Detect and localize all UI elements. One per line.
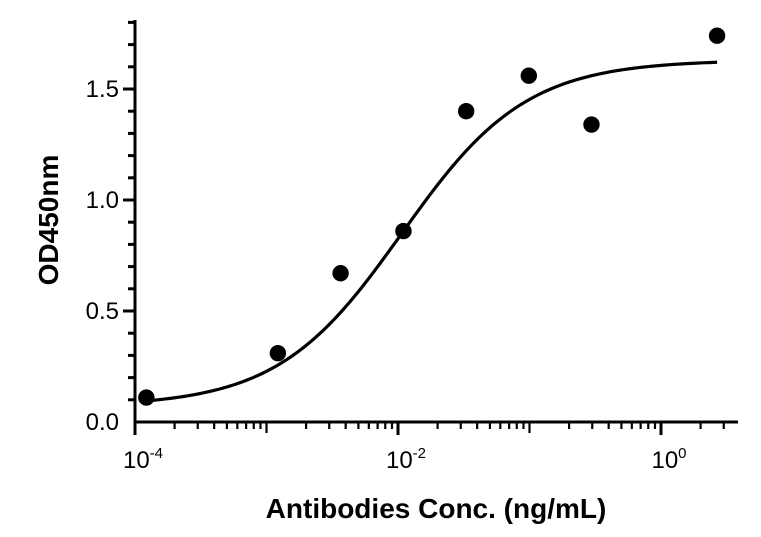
y-tick-label: 1.0	[86, 187, 119, 214]
data-points	[138, 27, 726, 406]
data-point	[708, 27, 726, 44]
data-point	[269, 344, 287, 362]
fit-curve	[146, 60, 718, 403]
data-point	[583, 116, 600, 133]
x-tick-label: 100	[651, 445, 686, 474]
y-tick-labels: 0.0 0.5 1.0 1.5	[86, 76, 119, 436]
x-axis-title: Antibodies Conc. (ng/mL)	[266, 493, 607, 524]
y-axis-title: OD450nm	[33, 155, 64, 286]
x-major-ticks	[133, 422, 663, 435]
x-axis: 10-4 10-2 100	[123, 420, 738, 474]
data-point	[520, 67, 538, 84]
y-ticks	[123, 20, 135, 402]
y-axis: 0.0 0.5 1.0 1.5	[86, 20, 137, 436]
y-tick-label: 1.5	[86, 76, 119, 103]
data-point	[457, 103, 475, 120]
data-point	[395, 222, 412, 240]
y-tick-label: 0.0	[86, 409, 119, 436]
x-tick-label: 10-4	[123, 445, 163, 474]
x-tick-labels: 10-4 10-2 100	[123, 445, 687, 474]
data-point	[138, 389, 155, 406]
y-tick-label: 0.5	[86, 298, 119, 325]
x-tick-label: 10-2	[386, 445, 426, 474]
x-minor-ticks	[173, 422, 725, 433]
data-point	[332, 265, 349, 282]
